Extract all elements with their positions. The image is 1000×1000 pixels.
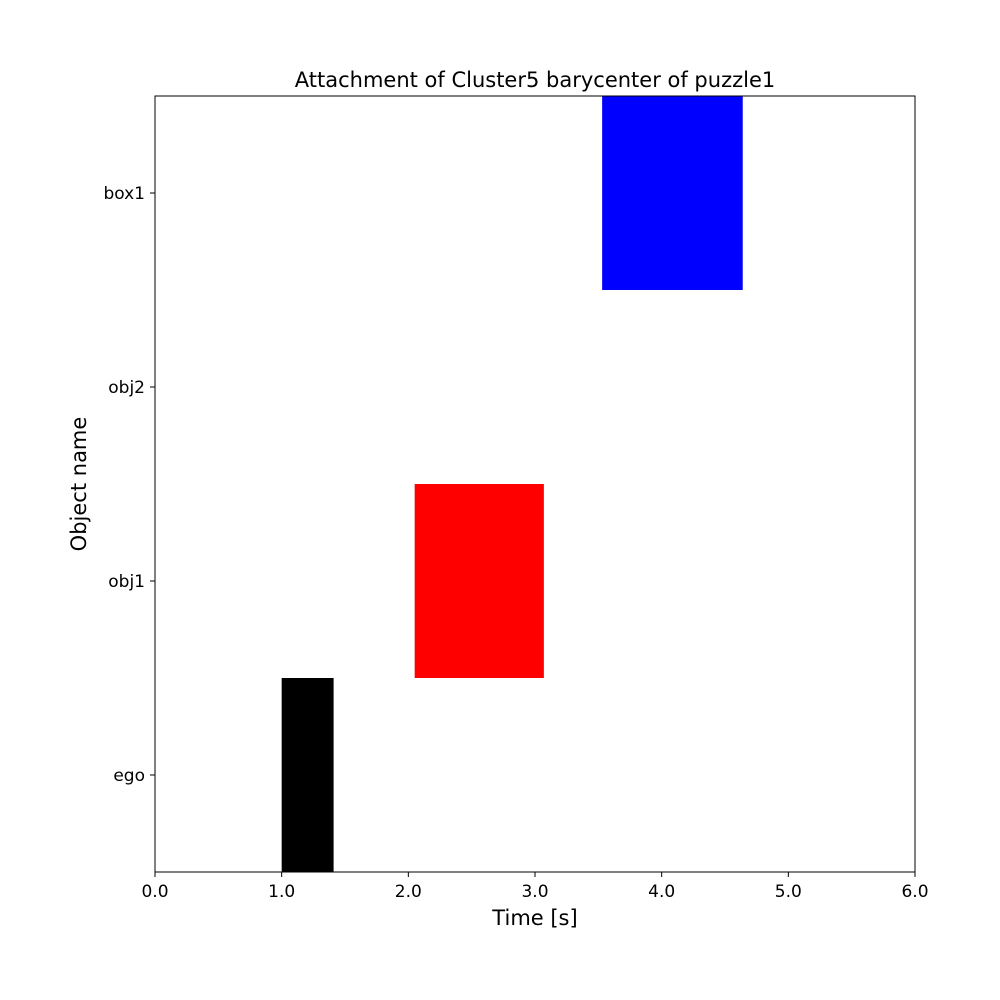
x-tick-label: 6.0 <box>901 882 928 902</box>
x-tick-label: 2.0 <box>395 882 422 902</box>
x-tick-label: 3.0 <box>521 882 548 902</box>
y-tick-label-obj2: obj2 <box>108 378 145 398</box>
x-axis-label: Time [s] <box>491 906 577 930</box>
x-axis: 0.0 1.0 2.0 3.0 4.0 5.0 6.0 <box>141 872 929 902</box>
x-tick-label: 0.0 <box>141 882 168 902</box>
bar-box1 <box>602 96 743 290</box>
x-tick-label: 4.0 <box>648 882 675 902</box>
y-tick-label-box1: box1 <box>103 184 145 204</box>
x-tick-label: 5.0 <box>775 882 802 902</box>
y-tick-label-ego: ego <box>113 766 145 786</box>
y-axis-label: Object name <box>67 417 91 552</box>
y-tick-label-obj1: obj1 <box>108 572 145 592</box>
x-tick-label: 1.0 <box>268 882 295 902</box>
chart-title: Attachment of Cluster5 barycenter of puz… <box>295 68 776 92</box>
y-axis: ego obj1 obj2 box1 <box>103 184 155 786</box>
bar-ego <box>281 678 334 872</box>
bar-obj1 <box>414 484 544 678</box>
bars-group <box>281 96 743 872</box>
